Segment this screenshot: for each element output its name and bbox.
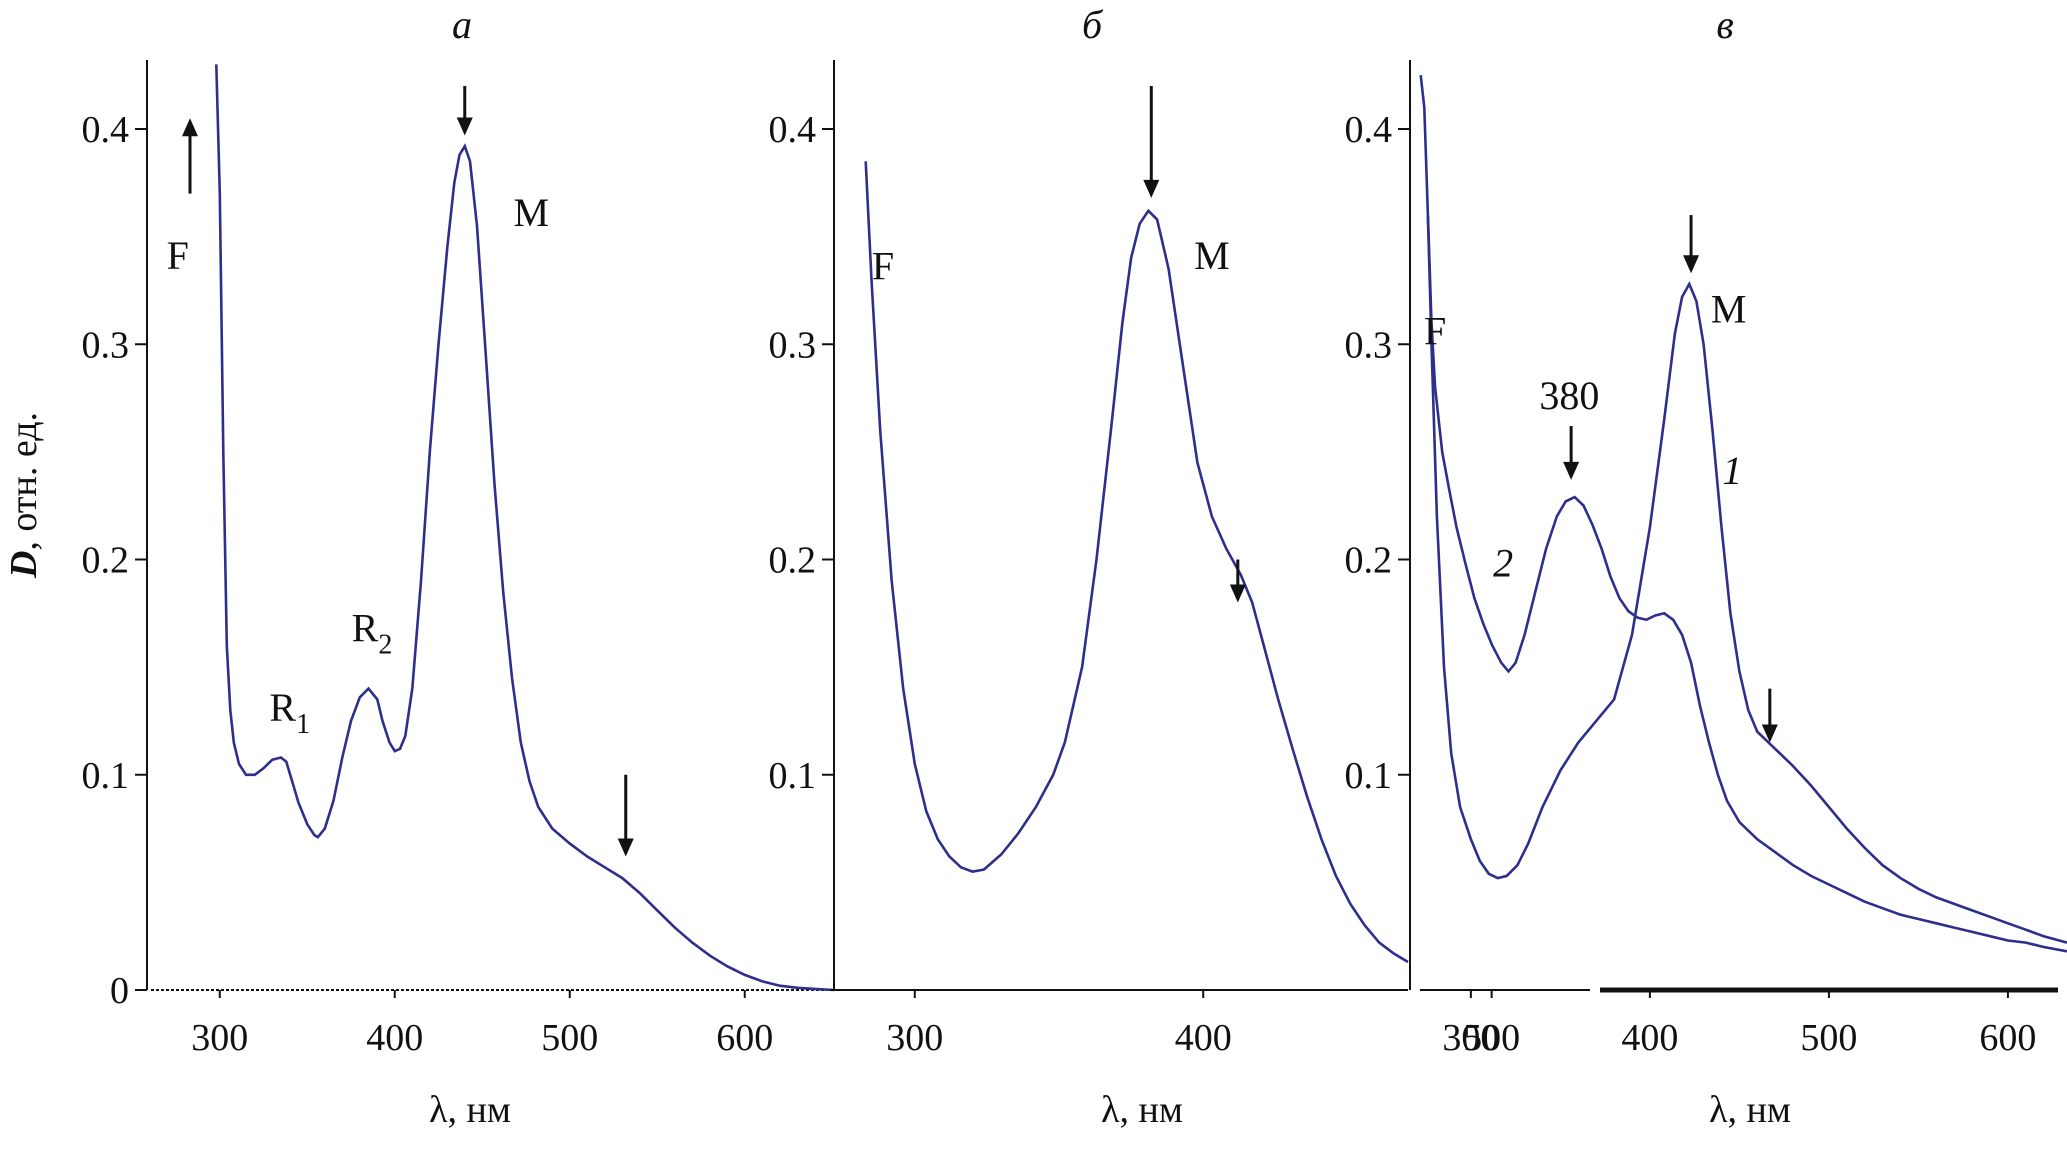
panel-2-annotation-3: 1 xyxy=(1722,448,1742,493)
panel-2-annotation-4: 2 xyxy=(1493,541,1513,586)
panel-2-arrow-1-head xyxy=(1683,255,1700,274)
panel-0-x-axis-title: λ, нм xyxy=(429,1089,511,1131)
panel-1-x-axis-title: λ, нм xyxy=(1101,1089,1183,1131)
panel-0-annotation-0: F xyxy=(167,233,189,278)
panel-0-y-tick-label: 0.1 xyxy=(82,755,130,797)
panel-2-arrow-2-head xyxy=(1761,724,1778,743)
panel-2-x-tick-label: 500 xyxy=(1800,1017,1857,1059)
panel-2-y-tick-label: 0.4 xyxy=(1345,109,1393,151)
panel-0-label: а xyxy=(452,2,472,47)
panel-0-x-tick-label: 300 xyxy=(191,1017,248,1059)
panel-2-x-tick-label: 400 xyxy=(1621,1017,1678,1059)
panel-0-x-tick-label: 600 xyxy=(716,1017,773,1059)
panel-0-annotation-3: M xyxy=(513,190,549,235)
panel-2-annotation-1: 380 xyxy=(1539,373,1599,418)
panel-1-series-0-line xyxy=(864,161,1409,964)
panel-1-y-tick-label: 0.1 xyxy=(769,755,817,797)
panel-2-series-1-line xyxy=(1426,215,2067,944)
panel-1-x-tick-label: 400 xyxy=(1175,1017,1232,1059)
panel-1-y-tick-label: 0.4 xyxy=(769,109,817,151)
panel-0-arrow-2-head xyxy=(617,838,634,857)
panel-0-y-tick-label: 0.2 xyxy=(82,540,130,582)
panel-1-x-tick-label: 500 xyxy=(1463,1017,1520,1059)
panel-2-annotation-2: M xyxy=(1711,287,1747,332)
panel-2-x-axis-title: λ, нм xyxy=(1709,1089,1791,1131)
panel-1-annotation-1: M xyxy=(1194,233,1230,278)
panel-2-x-tick-label: 300 xyxy=(1442,1017,1499,1059)
panel-1-x-tick-label: 300 xyxy=(886,1017,943,1059)
y-axis-title-symbol: D xyxy=(3,551,45,579)
panel-1-arrow-0-head xyxy=(1143,179,1160,198)
panel-2-y-tick-label: 0.3 xyxy=(1345,324,1393,366)
panel-1-annotation-0: F xyxy=(872,244,894,289)
panel-2-label: в xyxy=(1716,2,1733,47)
panel-2-x-tick-label: 600 xyxy=(1979,1017,2036,1059)
y-axis-title-units: , отн. ед. xyxy=(3,412,45,551)
panel-0-x-tick-label: 500 xyxy=(541,1017,598,1059)
panel-0-y-tick-label: 0 xyxy=(110,970,129,1012)
panel-0-y-tick-label: 0.3 xyxy=(82,324,130,366)
panel-0-arrow-0-head xyxy=(182,118,198,137)
panel-1-label: б xyxy=(1082,2,1104,47)
panel-2-annotation-0: F xyxy=(1424,308,1446,353)
panel-0-annotation-2-subscript: 2 xyxy=(378,629,392,660)
panel-0-x-tick-label: 400 xyxy=(366,1017,423,1059)
panel-2-arrow-0-head xyxy=(1563,461,1580,480)
panel-0-y-tick-label: 0.4 xyxy=(82,109,130,151)
panel-2-y-tick-label: 0.2 xyxy=(1345,540,1393,582)
panel-0-annotation-2: R2 xyxy=(352,605,393,660)
panel-0-series-0-line xyxy=(215,64,835,992)
panel-1-arrow-1-head xyxy=(1229,584,1246,603)
panel-0-arrow-1-head xyxy=(456,117,473,136)
panel-1-y-tick-label: 0.2 xyxy=(769,540,817,582)
panel-2-series-2-line xyxy=(1419,75,2067,953)
panel-0-annotation-1-subscript: 1 xyxy=(296,709,310,740)
panel-0-annotation-1: R1 xyxy=(269,685,310,740)
panel-1-y-tick-label: 0.3 xyxy=(769,324,817,366)
panel-2-y-tick-label: 0.1 xyxy=(1345,755,1393,797)
y-axis-title: D, отн. ед. xyxy=(3,412,45,579)
